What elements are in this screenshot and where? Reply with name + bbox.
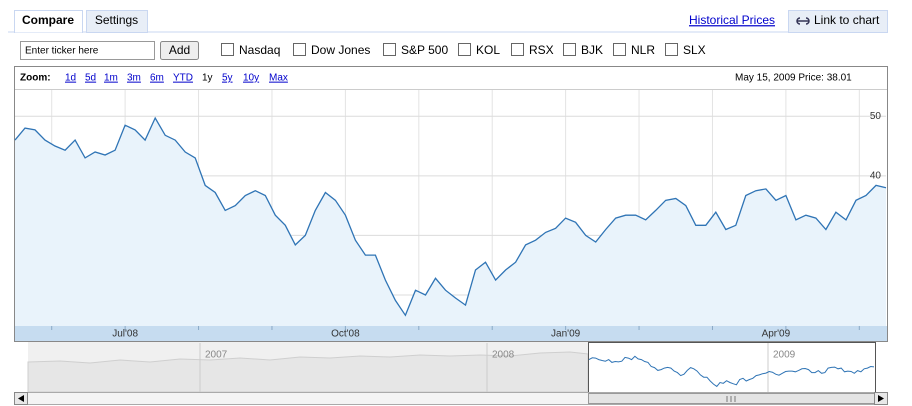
compare-checkbox[interactable] bbox=[221, 43, 234, 56]
arrow-left bbox=[18, 395, 24, 402]
zoom-option[interactable]: 5y bbox=[222, 73, 233, 84]
compare-option[interactable]: S&P 500 bbox=[401, 43, 448, 57]
compare-checkbox[interactable] bbox=[613, 43, 626, 56]
zoom-option[interactable]: 1m bbox=[104, 73, 118, 84]
x-axis-band bbox=[15, 326, 887, 341]
zoom-option[interactable]: YTD bbox=[173, 73, 193, 84]
arrow-right bbox=[878, 395, 884, 402]
compare-option[interactable]: Nasdaq bbox=[239, 43, 280, 57]
y-tick-label: 40 bbox=[870, 170, 882, 181]
ticker-placeholder: Enter ticker here bbox=[25, 46, 99, 57]
navigator-year: 2007 bbox=[205, 350, 228, 361]
compare-checkbox[interactable] bbox=[293, 43, 306, 56]
compare-checkbox[interactable] bbox=[563, 43, 576, 56]
zoom-option[interactable]: 1d bbox=[65, 73, 76, 84]
zoom-option[interactable]: 3m bbox=[127, 73, 141, 84]
zoom-option[interactable]: 5d bbox=[85, 73, 96, 84]
compare-option[interactable]: Dow Jones bbox=[311, 43, 370, 57]
toolbar bbox=[8, 8, 888, 34]
navigator-history bbox=[27, 351, 589, 393]
chain-icon bbox=[796, 17, 810, 25]
x-tick-label: Jul'08 bbox=[112, 329, 138, 340]
tab[interactable] bbox=[86, 10, 148, 33]
zoom-option: 1y bbox=[202, 73, 213, 84]
x-tick-label: Jan'09 bbox=[551, 329, 581, 340]
area bbox=[15, 118, 886, 326]
add-button-label[interactable]: Add bbox=[169, 43, 190, 57]
link-to-chart-button[interactable] bbox=[788, 10, 888, 33]
navigator-year: 2008 bbox=[492, 350, 515, 361]
zoom-option[interactable]: Max bbox=[269, 73, 288, 84]
compare-option[interactable]: KOL bbox=[476, 43, 500, 57]
ticker-input[interactable] bbox=[20, 41, 155, 60]
navigator-line bbox=[588, 355, 875, 388]
compare-option[interactable]: RSX bbox=[529, 43, 554, 57]
zoom-option[interactable]: 10y bbox=[243, 73, 259, 84]
compare-option[interactable]: SLX bbox=[683, 43, 706, 57]
navigator-window[interactable] bbox=[588, 342, 876, 393]
x-tick-label: Apr'09 bbox=[762, 329, 791, 340]
tab-label[interactable]: Settings bbox=[95, 13, 138, 27]
x-tick-label: Oct'08 bbox=[331, 329, 360, 340]
link-to-chart-label[interactable]: Link to chart bbox=[814, 13, 880, 27]
navigator: 2007 2008 2009 bbox=[199, 343, 875, 392]
compare-checkbox[interactable] bbox=[511, 43, 524, 56]
add-button[interactable] bbox=[160, 41, 199, 60]
status: May 15, 2009 Price: 38.01 bbox=[735, 73, 852, 84]
compare-checkbox[interactable] bbox=[383, 43, 396, 56]
compare-option[interactable]: BJK bbox=[581, 43, 603, 57]
historical-prices-link[interactable]: Historical Prices bbox=[689, 13, 775, 27]
y-tick-label: 50 bbox=[870, 111, 882, 122]
thumb-grip bbox=[726, 396, 736, 402]
tab-label[interactable]: Compare bbox=[22, 13, 74, 27]
zoom-option[interactable]: 6m bbox=[150, 73, 164, 84]
compare-checkbox[interactable] bbox=[458, 43, 471, 56]
zoom-label: Zoom: bbox=[20, 73, 51, 84]
price-line bbox=[14, 116, 887, 317]
compare-option[interactable]: NLR bbox=[631, 43, 655, 57]
compare-checkbox[interactable] bbox=[665, 43, 678, 56]
navigator-year: 2009 bbox=[773, 350, 796, 361]
